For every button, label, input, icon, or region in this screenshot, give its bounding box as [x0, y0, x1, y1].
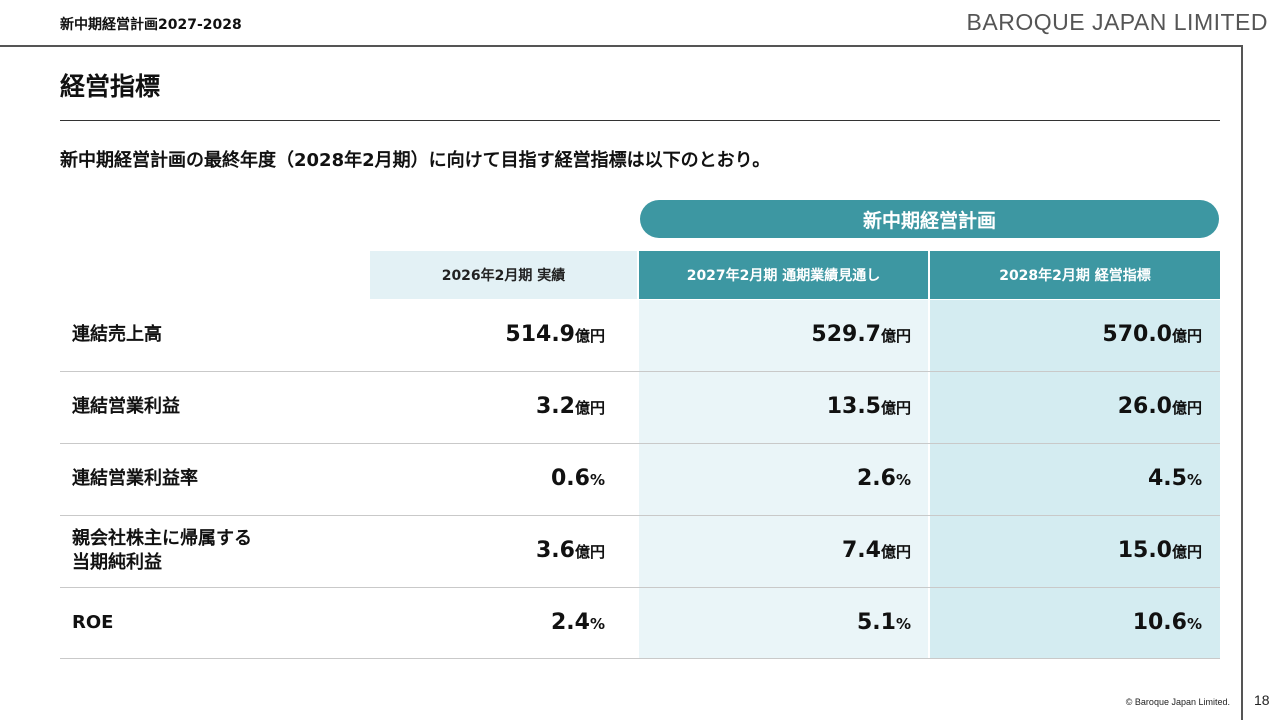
cell-roe-actual: 2.4%	[550, 610, 605, 635]
cell-operating-profit-actual: 3.2億円	[536, 394, 605, 419]
row-label-net-income: 親会社株主に帰属する 当期純利益	[72, 527, 252, 575]
document-label: 新中期経営計画2027-2028	[60, 17, 242, 33]
cell-net-income-target: 15.0億円	[1117, 538, 1202, 563]
cell-roe-forecast: 5.1%	[856, 610, 911, 635]
row-divider	[60, 443, 1220, 444]
cell-operating-margin-forecast: 2.6%	[856, 466, 911, 491]
page-number: 18	[1254, 692, 1270, 708]
row-label-net-income-line2: 当期純利益	[72, 552, 162, 573]
row-label-operating-margin: 連結営業利益率	[72, 468, 198, 489]
brand-wordmark: BAROQUE JAPAN LIMITED	[966, 9, 1268, 35]
title-divider	[60, 120, 1220, 121]
plan-group-header: 新中期経営計画	[640, 200, 1219, 238]
header-divider	[0, 45, 1242, 47]
row-label-roe: ROE	[72, 612, 114, 633]
row-divider	[60, 371, 1220, 372]
section-title: 経営指標	[60, 72, 161, 101]
cell-net-income-actual: 3.6億円	[536, 538, 605, 563]
forecast-column-background	[639, 300, 928, 658]
row-divider	[60, 658, 1220, 659]
cell-net-sales-forecast: 529.7億円	[811, 322, 911, 347]
side-divider	[1241, 45, 1243, 720]
cell-net-sales-target: 570.0億円	[1102, 322, 1202, 347]
cell-roe-target: 10.6%	[1132, 610, 1202, 635]
row-label-net-income-line1: 親会社株主に帰属する	[72, 528, 252, 549]
copyright-notice: © Baroque Japan Limited.	[1125, 697, 1230, 707]
column-header-forecast: 2027年2月期 通期業績見通し	[639, 251, 928, 299]
row-divider	[60, 515, 1220, 516]
row-divider	[60, 587, 1220, 588]
cell-net-sales-actual: 514.9億円	[505, 322, 605, 347]
row-label-net-sales: 連結売上高	[72, 324, 162, 345]
target-column-background	[930, 300, 1220, 658]
cell-operating-margin-target: 4.5%	[1147, 466, 1202, 491]
cell-operating-margin-actual: 0.6%	[550, 466, 605, 491]
column-header-target: 2028年2月期 経営指標	[930, 251, 1220, 299]
column-header-actual: 2026年2月期 実績	[370, 251, 637, 299]
row-label-operating-profit: 連結営業利益	[72, 396, 180, 417]
lead-text: 新中期経営計画の最終年度（2028年2月期）に向けて目指す経営指標は以下のとおり…	[60, 150, 771, 171]
cell-operating-profit-forecast: 13.5億円	[826, 394, 911, 419]
cell-operating-profit-target: 26.0億円	[1117, 394, 1202, 419]
cell-net-income-forecast: 7.4億円	[842, 538, 911, 563]
